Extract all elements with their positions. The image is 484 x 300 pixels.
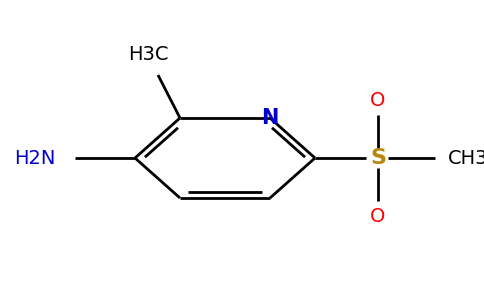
Text: O: O	[370, 206, 386, 226]
Text: H3C: H3C	[128, 46, 168, 64]
Text: N: N	[261, 108, 279, 128]
Text: H2N: H2N	[14, 148, 55, 167]
Text: S: S	[370, 148, 386, 168]
Text: O: O	[370, 91, 386, 110]
Text: CH3: CH3	[448, 148, 484, 167]
